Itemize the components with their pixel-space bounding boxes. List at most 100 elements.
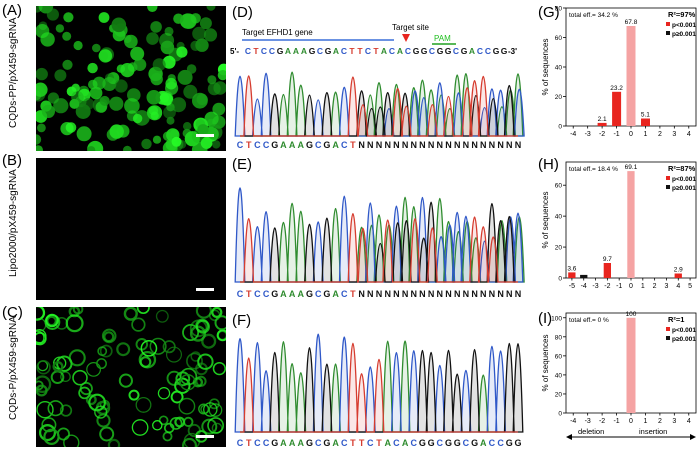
reference-base: C	[429, 46, 435, 56]
base-call: C	[497, 438, 504, 448]
cell	[128, 389, 140, 401]
cell	[212, 102, 226, 116]
base-call: C	[315, 438, 322, 448]
bar	[641, 118, 650, 126]
base-call: G	[471, 438, 478, 448]
base-call: T	[246, 289, 252, 299]
x-tick-label: -4	[581, 283, 587, 290]
cell	[47, 92, 59, 104]
reference-base: C	[405, 46, 411, 56]
reference-base: T	[373, 46, 379, 56]
three-prime: -3'	[508, 47, 517, 56]
pam-label: PAM	[434, 34, 451, 43]
bar-value-label: 69.1	[625, 164, 638, 171]
base-call: N	[411, 289, 418, 299]
side-label-b: Lipo2000/pX459-sgRNA	[8, 169, 19, 277]
trace-g	[240, 84, 518, 137]
base-call: G	[323, 438, 330, 448]
cell	[59, 404, 73, 417]
y-tick-label: 40	[555, 65, 563, 72]
reference-base: G	[493, 46, 500, 56]
base-call: N	[367, 289, 374, 299]
y-tick-label: 0	[558, 411, 562, 418]
legend-entry: p≥0.001	[672, 185, 696, 192]
cells-a	[36, 6, 226, 151]
cell	[201, 333, 217, 349]
x-tick-label: 5	[688, 283, 692, 290]
cell	[217, 70, 226, 81]
base-call: N	[489, 140, 496, 150]
side-label-c: CQDs-P/pX459-sgRNA	[8, 316, 19, 420]
cell	[94, 405, 108, 419]
base-call: A	[280, 140, 287, 150]
cell	[176, 46, 188, 58]
base-call: N	[428, 289, 435, 299]
base-call: C	[489, 438, 496, 448]
bar-value-label: 100	[626, 311, 637, 318]
cell	[130, 46, 145, 61]
cell	[155, 309, 169, 323]
cell	[195, 307, 212, 319]
x-tick-label: -2	[599, 418, 605, 425]
reference-base: C	[269, 46, 275, 56]
cell	[102, 77, 117, 91]
y-axis-label: % of sequences	[541, 39, 550, 96]
x-tick-label: -5	[569, 283, 575, 290]
total-efficiency: total eff.= 0 %	[569, 317, 609, 324]
legend-entry: p<0.001	[672, 176, 696, 183]
cell	[86, 362, 101, 377]
cell	[96, 358, 107, 370]
base-call: N	[480, 289, 487, 299]
cell	[146, 32, 159, 45]
cell	[150, 72, 163, 86]
cell	[43, 428, 60, 446]
base-call: N	[358, 140, 365, 150]
total-efficiency: total eff.= 18.4 %	[569, 166, 618, 173]
reference-base: A	[469, 46, 475, 56]
y-tick-label: 40	[555, 372, 563, 379]
cell	[207, 75, 217, 85]
reference-base: A	[285, 46, 291, 56]
cell	[139, 356, 152, 368]
cell	[166, 116, 175, 125]
base-call: G	[271, 438, 278, 448]
cell	[79, 381, 93, 396]
cell	[36, 318, 47, 332]
cell	[52, 361, 64, 373]
y-tick-label: 20	[555, 94, 563, 101]
reference-base: A	[381, 46, 387, 56]
cell	[179, 374, 197, 391]
cell	[46, 8, 59, 21]
base-call: G	[271, 140, 278, 150]
cell	[182, 437, 197, 447]
base-call: G	[323, 140, 330, 150]
panel-label-f: (F)	[232, 312, 252, 329]
total-efficiency: total eff.= 34.2 %	[569, 12, 618, 19]
x-tick-label: -2	[604, 283, 610, 290]
cell	[152, 420, 163, 431]
reference-base: G	[325, 46, 332, 56]
cell	[45, 313, 59, 328]
x-tick-label: -1	[613, 131, 619, 138]
base-call: A	[384, 438, 391, 448]
base-call: N	[437, 289, 444, 299]
panel-label-h: (H)	[538, 156, 559, 173]
base-call: N	[489, 289, 496, 299]
x-tick-label: 4	[687, 131, 691, 138]
cell	[63, 434, 80, 447]
reference-base: G	[277, 46, 284, 56]
base-call: A	[289, 438, 296, 448]
cell	[41, 417, 57, 433]
cell	[133, 58, 147, 71]
cell	[36, 375, 52, 394]
bar	[597, 122, 607, 126]
cell	[37, 123, 46, 133]
x-tick-label: -2	[599, 131, 605, 138]
base-call: N	[384, 140, 391, 150]
cell	[207, 82, 221, 96]
y-tick-label: 60	[555, 183, 563, 190]
base-call: N	[515, 289, 522, 299]
cell	[162, 55, 176, 69]
base-call: C	[237, 289, 244, 299]
reference-base: C	[365, 46, 371, 56]
